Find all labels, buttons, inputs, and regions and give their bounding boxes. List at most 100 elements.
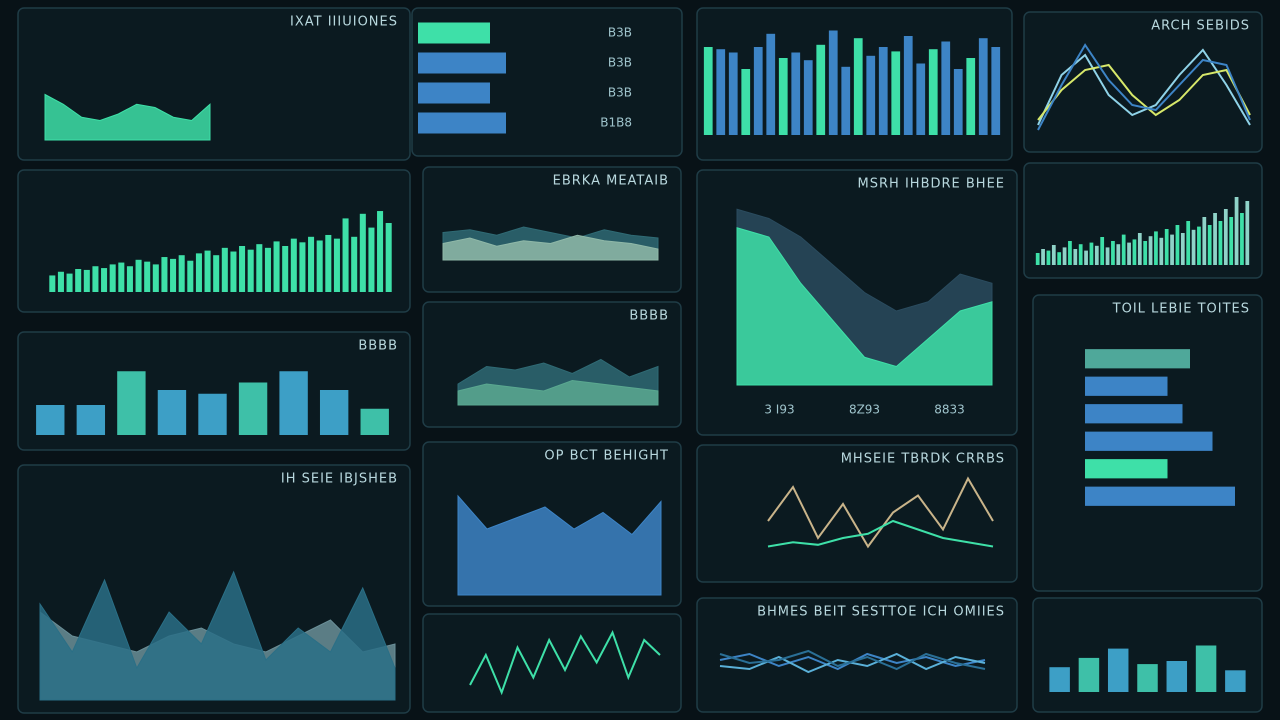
bar	[1154, 231, 1158, 265]
bar	[351, 236, 358, 292]
bar	[325, 234, 332, 292]
bar	[144, 261, 151, 292]
bar	[1041, 249, 1045, 265]
bar	[1218, 221, 1223, 265]
bar	[418, 52, 506, 74]
bar	[170, 258, 177, 292]
bar	[716, 49, 726, 136]
bar	[1085, 349, 1190, 369]
x-label: 3 I93	[764, 403, 794, 417]
line	[1037, 43, 1251, 131]
bar	[916, 63, 926, 135]
bar	[377, 211, 384, 292]
bar	[187, 260, 194, 292]
bar-label: B1B8	[600, 116, 632, 130]
bar	[1229, 217, 1234, 265]
bar	[1197, 226, 1201, 265]
bar	[1078, 244, 1083, 265]
panel-title: BBBB	[629, 309, 669, 324]
bar	[418, 82, 490, 104]
panel-title: MHSEIE TBRDK CRRBS	[841, 452, 1005, 467]
bar	[221, 247, 228, 292]
bar	[978, 38, 988, 136]
bar	[1127, 242, 1131, 265]
bar	[273, 241, 280, 292]
bar	[1105, 247, 1110, 265]
bar	[118, 262, 125, 292]
panel	[696, 597, 1018, 713]
bar	[891, 51, 901, 135]
bar	[1213, 213, 1217, 265]
area	[736, 227, 993, 386]
bar	[152, 264, 159, 292]
bar	[279, 371, 308, 435]
bar	[1068, 241, 1072, 265]
line	[767, 476, 994, 549]
bar	[342, 218, 349, 292]
bar	[1085, 404, 1183, 424]
bar	[728, 52, 738, 135]
bar	[213, 255, 220, 292]
line	[719, 649, 986, 671]
bar	[1089, 242, 1094, 265]
bar	[333, 238, 340, 292]
bar	[36, 405, 65, 435]
bar	[247, 249, 254, 292]
bar	[135, 259, 142, 292]
panel	[422, 166, 682, 293]
panel	[422, 613, 682, 713]
bar	[49, 275, 56, 292]
bar	[778, 58, 788, 135]
bar	[1137, 664, 1158, 692]
bar	[83, 269, 90, 292]
panel-title: BBBB	[358, 339, 398, 354]
bar	[703, 47, 713, 135]
bar	[953, 69, 963, 135]
bar	[791, 52, 801, 135]
bar	[1137, 233, 1142, 265]
bar	[1073, 249, 1078, 265]
line	[469, 630, 661, 696]
bar	[161, 257, 168, 292]
bar-label: B3B	[608, 86, 632, 100]
bar	[418, 22, 490, 44]
bar	[1046, 250, 1051, 265]
bar	[299, 242, 306, 292]
bar	[282, 246, 289, 292]
bar	[753, 47, 763, 135]
panel	[1032, 597, 1263, 713]
bar	[1225, 670, 1246, 692]
bar	[230, 251, 237, 292]
area	[44, 93, 211, 141]
panel-title: BHMES BEIT SESTTOE ICH OMIIES	[757, 605, 1005, 620]
area	[457, 494, 662, 596]
bar	[1245, 201, 1250, 265]
bar	[256, 244, 263, 292]
area	[457, 379, 659, 406]
bar	[1078, 657, 1100, 692]
bar	[1132, 239, 1137, 265]
bar	[991, 47, 1001, 135]
area	[442, 234, 659, 261]
bar	[853, 38, 863, 136]
bar	[1051, 245, 1056, 265]
bar	[57, 271, 64, 292]
bar	[1049, 667, 1070, 692]
bar	[319, 390, 349, 435]
bar	[360, 408, 389, 435]
bar	[1223, 209, 1228, 265]
bar	[1121, 234, 1126, 265]
bar	[1062, 247, 1067, 265]
bar-label: B3B	[608, 56, 632, 70]
bar	[204, 250, 211, 292]
bar	[1143, 241, 1148, 265]
bar	[1180, 233, 1185, 265]
bar	[1186, 221, 1191, 265]
bar	[1170, 234, 1174, 265]
bar	[76, 405, 106, 435]
bar	[1111, 241, 1115, 265]
panel	[696, 444, 1018, 583]
bar	[101, 268, 108, 292]
bar	[264, 247, 271, 292]
panel-title: ARCH SEBIDS	[1151, 19, 1250, 34]
